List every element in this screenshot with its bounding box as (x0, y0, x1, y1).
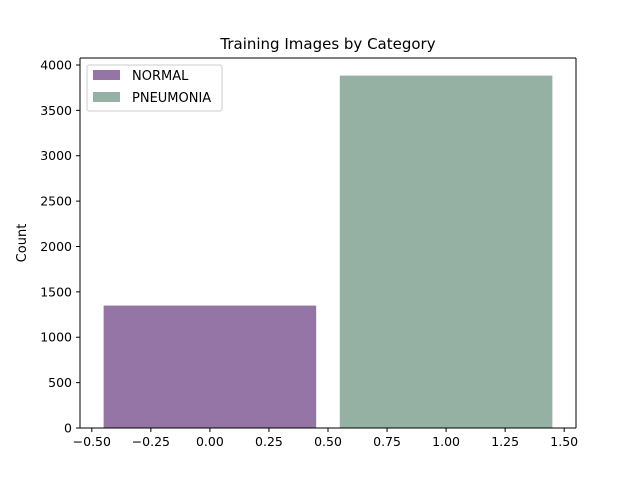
x-tick-label: 1.25 (491, 434, 519, 449)
x-tick-label: −0.50 (73, 434, 111, 449)
x-tick-label: 0.25 (255, 434, 283, 449)
legend-swatch-normal (93, 70, 120, 80)
y-tick-label: 3500 (40, 103, 72, 118)
x-tick-label: 0.50 (314, 434, 342, 449)
y-tick-label: 2000 (40, 239, 72, 254)
x-tick-label: 0.75 (373, 434, 401, 449)
legend-label-pneumonia: PNEUMONIA (132, 91, 211, 106)
y-tick-label: 1000 (40, 330, 72, 345)
y-tick-label: 2500 (40, 194, 72, 209)
bar-pneumonia (339, 75, 553, 429)
y-axis-label: Count (15, 224, 30, 263)
y-tick-label: 4000 (40, 57, 72, 72)
x-tick-label: −0.25 (132, 434, 170, 449)
x-tick-label: 1.50 (550, 434, 578, 449)
legend-label-normal: NORMAL (132, 69, 189, 84)
x-axis-ticks: −0.50 −0.25 0.00 0.25 0.50 0.75 1.00 1.25 1.50 (73, 428, 578, 449)
legend-swatch-pneumonia (93, 92, 120, 102)
x-tick-label: 1.00 (432, 434, 460, 449)
y-tick-label: 500 (48, 375, 72, 390)
y-tick-label: 3000 (40, 148, 72, 163)
axes-frame (79, 57, 577, 429)
legend-frame (86, 64, 223, 112)
y-tick-label: 0 (64, 421, 72, 436)
x-tick-label: 0.00 (196, 434, 224, 449)
bars-layer (103, 75, 553, 429)
legend: NORMAL PNEUMONIA (86, 64, 223, 112)
bar-normal (103, 305, 317, 428)
chart-title: Training Images by Category (219, 35, 435, 53)
y-axis-ticks: 0 500 1000 1500 2000 2500 3000 3500 4000 (40, 57, 80, 436)
y-tick-label: 1500 (40, 284, 72, 299)
